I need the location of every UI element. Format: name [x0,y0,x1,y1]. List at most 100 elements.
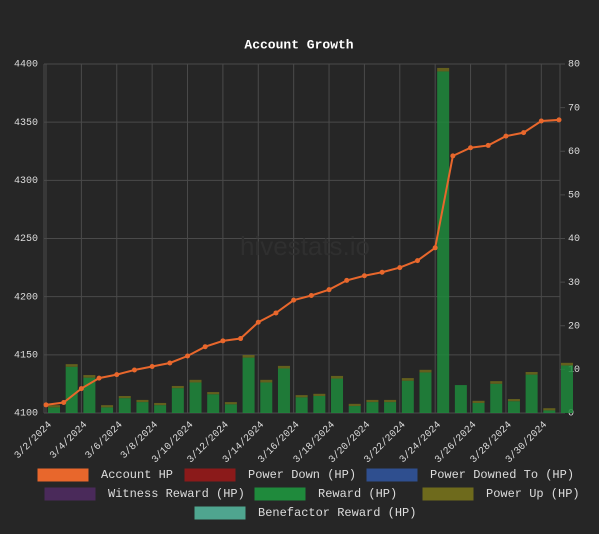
legend-label: Benefactor Reward (HP) [258,506,416,520]
bar [101,407,114,413]
bar [189,379,202,383]
y-tick-label: 4150 [14,350,38,361]
bar [384,399,397,403]
bar [295,397,308,413]
line [45,118,560,406]
bar [48,405,60,408]
bar [224,402,237,405]
point [167,360,173,366]
point [291,297,297,303]
bar [277,365,290,369]
bar [525,374,538,413]
point [43,402,49,408]
point [450,153,456,159]
point [202,344,208,350]
bar [277,368,290,413]
bar [118,398,131,413]
bar [366,399,379,403]
bar [348,406,361,413]
bar [136,399,149,403]
bar [561,365,573,413]
legend-swatch [184,468,236,482]
point [503,133,509,139]
point [238,336,244,342]
bar [331,375,344,379]
bar [348,403,361,407]
point [468,145,474,151]
y2-tick-label: 10 [568,365,580,376]
y2-tick-label: 20 [568,321,580,332]
bar [154,405,167,413]
bar [65,364,78,367]
bar [313,393,326,396]
point [379,269,385,275]
bar [437,67,450,72]
point [96,375,102,381]
bar [490,381,503,384]
legend-swatch [366,468,418,482]
y2-tick-label: 80 [568,60,580,71]
y-tick-label: 4200 [14,292,38,303]
bar [260,379,273,383]
bar [224,404,237,413]
bar [419,369,432,373]
point [397,265,403,271]
y2-tick-label: 70 [568,103,580,114]
point [131,367,137,373]
legend-swatch [44,487,96,501]
legend-swatch [254,487,306,501]
bar [472,402,485,413]
point [114,372,120,378]
point [308,293,314,299]
point [61,400,67,406]
point [185,353,191,359]
bar [65,366,78,413]
legend-label: Account HP [101,468,173,482]
bar [242,354,255,358]
y2-tick-label: 0 [568,409,574,420]
bar [419,372,432,413]
y-tick-label: 4100 [14,409,38,420]
bar [401,380,414,413]
point [556,117,562,123]
y-tick-label: 4400 [14,60,38,71]
y2-tick-label: 60 [568,147,580,158]
bar [118,395,131,399]
bar [242,357,255,413]
bar [83,375,96,378]
point [361,273,367,279]
bar [48,407,60,413]
bar [189,382,202,413]
legend-label: Power Down (HP) [248,468,356,482]
point [432,245,438,251]
bar [171,385,184,389]
point [78,386,84,392]
legend-label: Witness Reward (HP) [108,487,245,501]
bar [507,401,520,413]
bar [154,402,167,406]
bar [543,410,556,413]
y-tick-label: 4250 [14,234,38,245]
y2-tick-label: 30 [568,278,580,289]
bar [561,362,573,366]
point [414,258,420,264]
y-tick-label: 4300 [14,176,38,187]
bar [454,385,467,413]
bar [295,395,308,398]
bar [331,378,344,413]
bar [101,405,114,408]
bar [171,388,184,413]
bar [525,371,538,375]
point [220,338,226,344]
bar [401,378,414,381]
point [273,310,279,316]
bar [207,394,220,413]
bar [543,408,556,411]
bar [437,71,450,413]
y-tick-label: 4350 [14,118,38,129]
point [255,319,261,325]
bar [136,402,149,413]
